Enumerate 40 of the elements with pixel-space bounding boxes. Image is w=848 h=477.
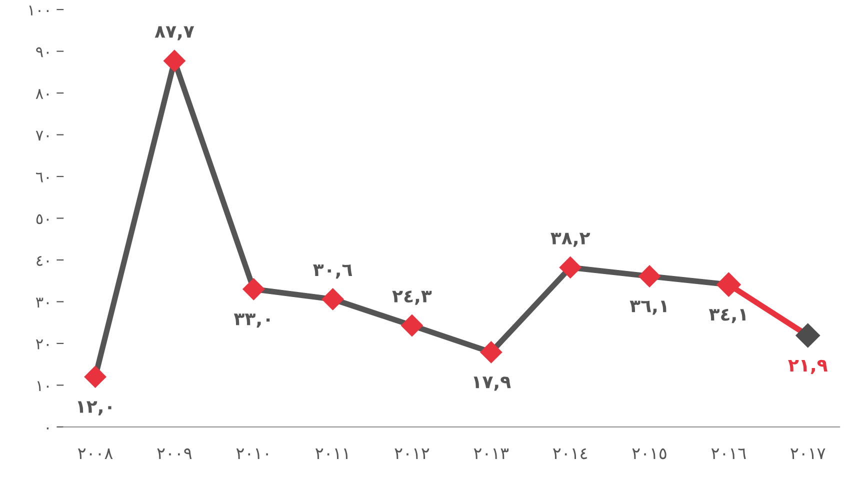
- point: [322, 288, 344, 310]
- x-tick-label: ٢٠٠٨: [78, 448, 113, 460]
- y-tick-label: ٩٠: [36, 47, 49, 58]
- point: [163, 50, 186, 72]
- data-label: ٣٦,١: [630, 300, 666, 315]
- x-tick-label: ٢٠٠٩: [157, 448, 192, 460]
- y-tick-label: ٧٠: [36, 130, 49, 141]
- point: [242, 278, 265, 300]
- point: [638, 265, 661, 288]
- x-tick-label: ٢٠١٢: [394, 448, 430, 460]
- x-tick-label: ٢٠١٦: [711, 448, 746, 460]
- y-tick-label: ٤٠: [36, 256, 49, 266]
- data-label: ١٧,٩: [474, 376, 511, 391]
- data-label: ٣٤,١: [708, 308, 746, 324]
- x-tick-label: ٢٠١١: [316, 448, 348, 460]
- y-tick-label: ٥٠: [36, 214, 49, 224]
- y-tick-label: ٨٠: [36, 89, 49, 99]
- data-label: ٣٨,٢: [550, 232, 590, 247]
- point: [559, 256, 582, 279]
- x-tick-label: ٢٠١٤: [553, 448, 587, 460]
- data-label: ٣٣,٠: [234, 314, 270, 328]
- point: [795, 323, 820, 348]
- y-tick-label: ١٠: [37, 381, 49, 391]
- x-tick-label: ٢٠١٥: [632, 448, 666, 460]
- y-tick-label: ١٠٠: [29, 6, 49, 16]
- data-label: ٢٤,٣: [392, 290, 432, 305]
- point: [84, 366, 106, 388]
- point: [480, 341, 502, 364]
- data-label: ١٢,٠: [78, 401, 112, 416]
- data-label: ٣٠,٦: [313, 264, 352, 279]
- x-tick-label: ٢٠١٠: [236, 448, 268, 460]
- y-tick-label: ٠: [46, 427, 49, 430]
- y-tick-label: ٣٠: [36, 298, 49, 308]
- data-label: ٨٧,٧: [154, 26, 194, 40]
- data-label: ٢١,٩: [788, 360, 828, 374]
- y-tick-label: ٦٠: [36, 172, 49, 182]
- x-tick-label: ٢٠١٣: [474, 448, 509, 460]
- y-tick-label: ٢٠: [36, 340, 49, 350]
- x-tick-label: ٢٠١٧: [790, 448, 826, 460]
- point: [400, 314, 424, 337]
